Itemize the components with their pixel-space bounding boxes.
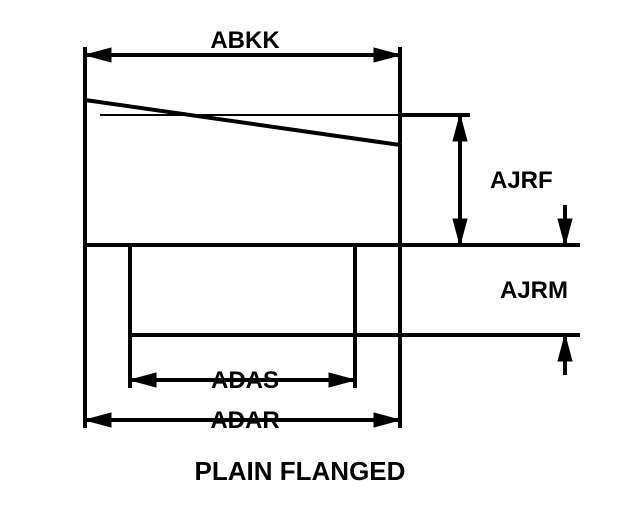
dim-label-ajrf: AJRF	[490, 167, 553, 194]
shank-outline	[130, 245, 355, 335]
diagram-stage: ABKK AJRF AJRM ADAS ADAR PLAIN FLANGED	[0, 0, 634, 509]
dim-label-abkk: ABKK	[210, 27, 280, 54]
figure-title: PLAIN FLANGED	[195, 456, 406, 486]
dim-label-adar: ADAR	[210, 407, 279, 434]
dim-label-adas: ADAS	[211, 367, 279, 394]
dim-label-ajrm: AJRM	[500, 277, 568, 304]
diagram-svg: ABKK AJRF AJRM ADAS ADAR PLAIN FLANGED	[0, 0, 634, 509]
flange-outline	[85, 100, 400, 245]
